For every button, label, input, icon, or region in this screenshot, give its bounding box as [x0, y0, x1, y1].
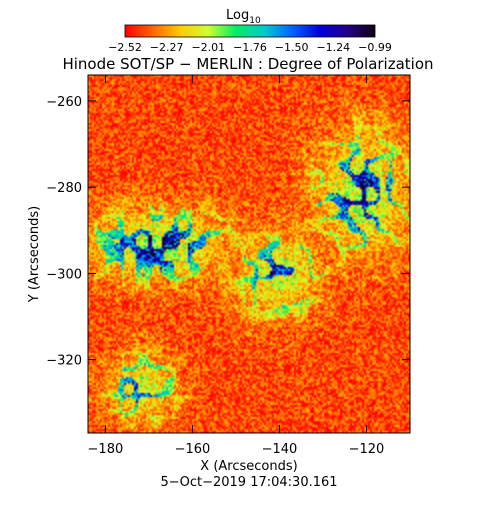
y-axis-ticks: −260 −280 −300 −320: [46, 95, 410, 369]
colorbar-tick-label: −2.52: [108, 41, 142, 54]
y-tick-label: −260: [46, 95, 82, 110]
timestamp: 5−Oct−2019 17:04:30.161: [160, 475, 337, 490]
x-tick-label: −180: [88, 442, 124, 457]
colorbar-tick-label: −0.99: [358, 41, 392, 54]
colorbar: [124, 24, 376, 38]
y-tick-label: −320: [46, 354, 82, 369]
x-axis-label: X (Arcseconds): [200, 459, 297, 474]
x-axis-ticks: −180 −160 −140 −120: [88, 75, 385, 457]
colorbar-label: Log10: [226, 8, 261, 26]
colorbar-tick-label: −1.50: [275, 41, 309, 54]
polarization-heatmap: [88, 75, 410, 433]
colorbar-ticks: −2.52 −2.27 −2.01 −1.76 −1.50 −1.24 −0.99: [108, 41, 392, 54]
x-tick-label: −160: [175, 442, 211, 457]
chart-title: Hinode SOT/SP − MERLIN : Degree of Polar…: [62, 55, 433, 73]
x-tick-label: −120: [349, 442, 385, 457]
y-axis-label: Y (Arcseconds): [27, 206, 42, 303]
colorbar-tick-label: −1.76: [233, 41, 267, 54]
colorbar-tick-label: −1.24: [316, 41, 350, 54]
colorbar-tick-label: −2.01: [191, 41, 225, 54]
y-tick-label: −280: [46, 181, 82, 196]
y-tick-label: −300: [46, 267, 82, 282]
x-tick-label: −140: [262, 442, 298, 457]
plot-frame: [87, 74, 411, 434]
plot-area: −180 −160 −140 −120 −260 −280 −300 −320: [46, 74, 411, 457]
colorbar-tick-label: −2.27: [150, 41, 184, 54]
